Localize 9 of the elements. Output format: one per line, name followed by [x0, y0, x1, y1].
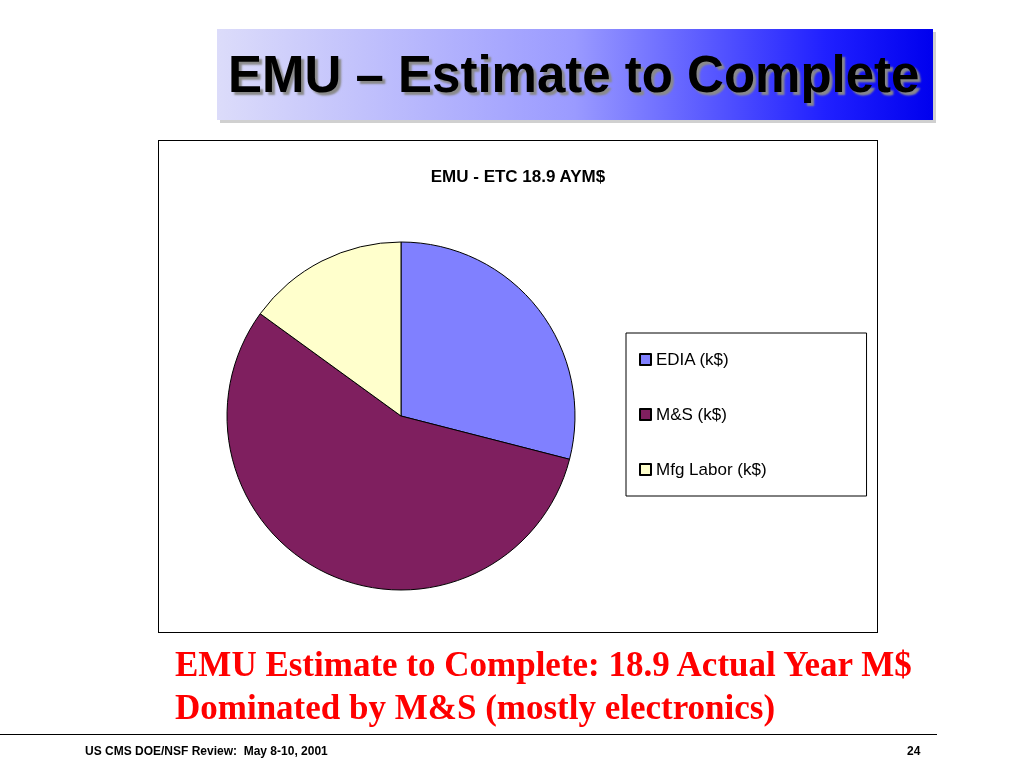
legend-label: Mfg Labor (k$): [656, 460, 767, 479]
text: EMU – Estimate to Complete: [228, 45, 920, 104]
chart-title: EMU - ETC 18.9 AYM$: [430, 167, 606, 186]
text: Dominated by M&S (mostly electronics): [175, 687, 776, 729]
legend-label: EDIA (k$): [656, 350, 729, 369]
legend-label: M&S (k$): [656, 405, 727, 424]
text: US CMS DOE/NSF Review: May 8-10, 2001: [85, 744, 328, 759]
text: EMU Estimate to Complete: 18.9 Actual Year M$: [175, 644, 912, 686]
text: 24: [907, 744, 921, 759]
